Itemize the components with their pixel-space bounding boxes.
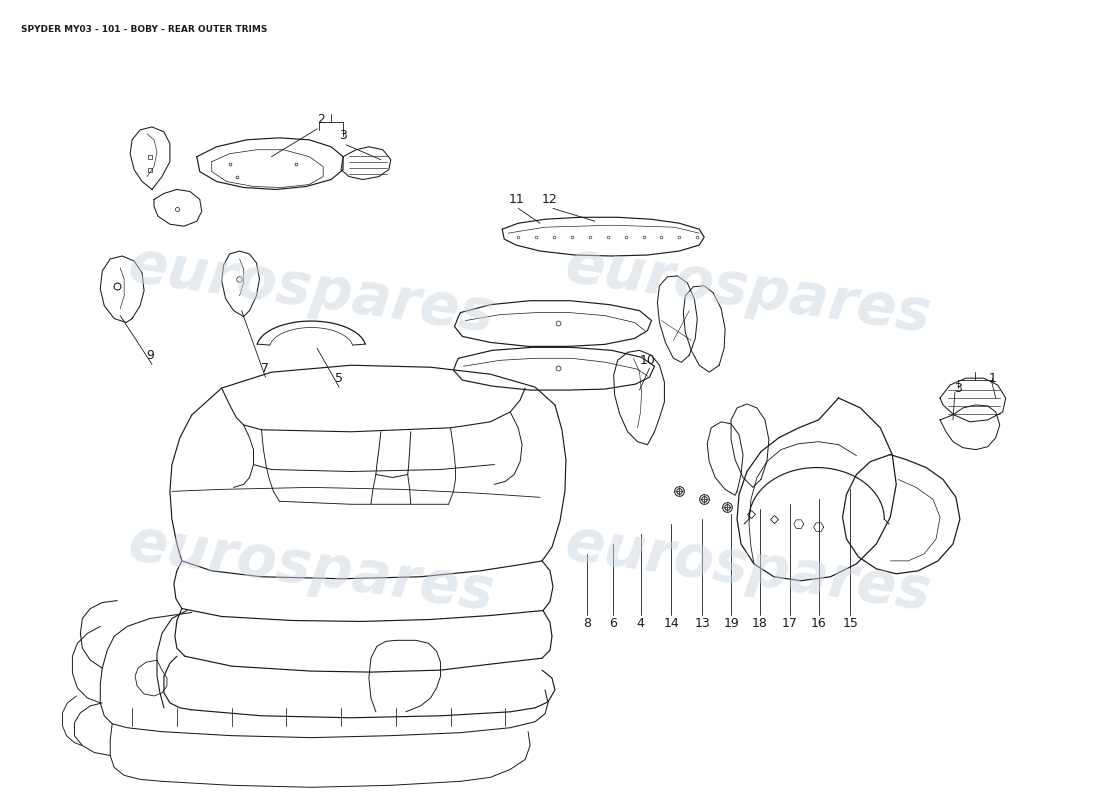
Text: 11: 11 xyxy=(508,193,524,206)
Text: 5: 5 xyxy=(336,372,343,385)
Text: 9: 9 xyxy=(146,349,154,362)
Text: 10: 10 xyxy=(639,354,656,366)
Text: 6: 6 xyxy=(608,617,617,630)
Text: 3: 3 xyxy=(954,382,961,394)
Text: 17: 17 xyxy=(782,617,797,630)
Text: 13: 13 xyxy=(694,617,711,630)
Text: 7: 7 xyxy=(262,362,270,374)
Text: 1: 1 xyxy=(989,372,997,385)
Text: SPYDER MY03 - 101 - BOBY - REAR OUTER TRIMS: SPYDER MY03 - 101 - BOBY - REAR OUTER TR… xyxy=(21,25,267,34)
Text: 18: 18 xyxy=(752,617,768,630)
Text: eurospares: eurospares xyxy=(124,515,498,622)
Text: 19: 19 xyxy=(723,617,739,630)
Text: 4: 4 xyxy=(637,617,645,630)
Text: 2: 2 xyxy=(317,114,326,126)
Text: 16: 16 xyxy=(811,617,826,630)
Text: 14: 14 xyxy=(663,617,680,630)
Text: 8: 8 xyxy=(583,617,591,630)
Text: eurospares: eurospares xyxy=(562,237,936,345)
Text: 3: 3 xyxy=(339,130,346,142)
Text: 12: 12 xyxy=(542,193,558,206)
Text: 15: 15 xyxy=(843,617,858,630)
Text: eurospares: eurospares xyxy=(124,237,498,345)
Text: eurospares: eurospares xyxy=(562,515,936,622)
